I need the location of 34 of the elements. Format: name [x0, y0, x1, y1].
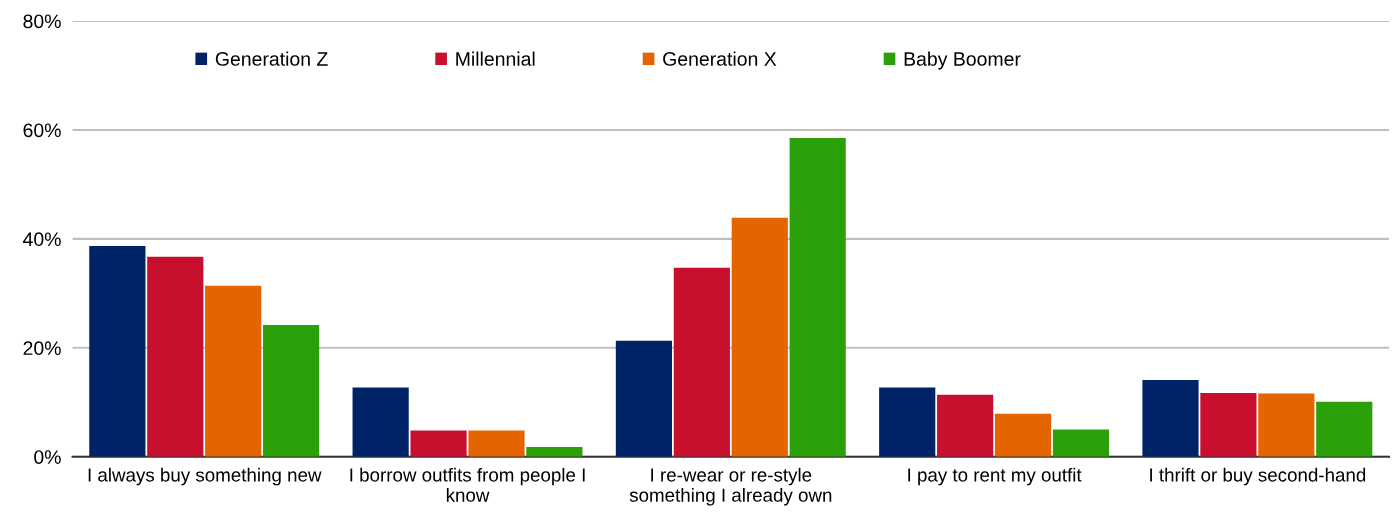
legend-label: Generation Z	[215, 51, 328, 66]
bar	[352, 387, 409, 457]
legend-label: Generation X	[663, 51, 777, 66]
bar	[1142, 379, 1199, 457]
bar	[89, 245, 146, 457]
x-tick-label: I borrow outfits from people I know	[350, 467, 585, 502]
y-tick-label: 60%	[23, 123, 61, 138]
bar	[673, 267, 730, 457]
x-tick-label: I pay to rent my outfit	[908, 467, 1082, 486]
bar	[994, 413, 1052, 457]
bar	[1316, 401, 1373, 457]
bar	[789, 138, 846, 457]
bar	[205, 285, 262, 457]
y-tick-label: 40%	[23, 232, 61, 247]
bar	[937, 394, 994, 457]
bar	[879, 387, 936, 457]
bar	[1258, 393, 1315, 457]
bar	[526, 446, 583, 457]
bar	[410, 430, 467, 457]
bar	[731, 217, 788, 457]
legend-label: Millennial	[456, 51, 535, 66]
x-tick-label: I always buy something new	[88, 467, 322, 486]
y-tick-label: 0%	[34, 450, 61, 464]
bar	[1052, 429, 1110, 457]
bar	[1200, 393, 1257, 457]
y-tick-label: 80%	[23, 14, 61, 29]
x-tick-label: I re-wear or re-style something I already own	[629, 467, 832, 506]
bar	[615, 340, 673, 457]
legend-label: Baby Boomer	[904, 51, 1021, 70]
x-tick-label: I thrift or buy second-hand	[1150, 467, 1366, 486]
bar	[468, 430, 525, 457]
bar	[263, 324, 320, 457]
y-tick-label: 20%	[23, 341, 61, 356]
bar	[147, 256, 204, 457]
